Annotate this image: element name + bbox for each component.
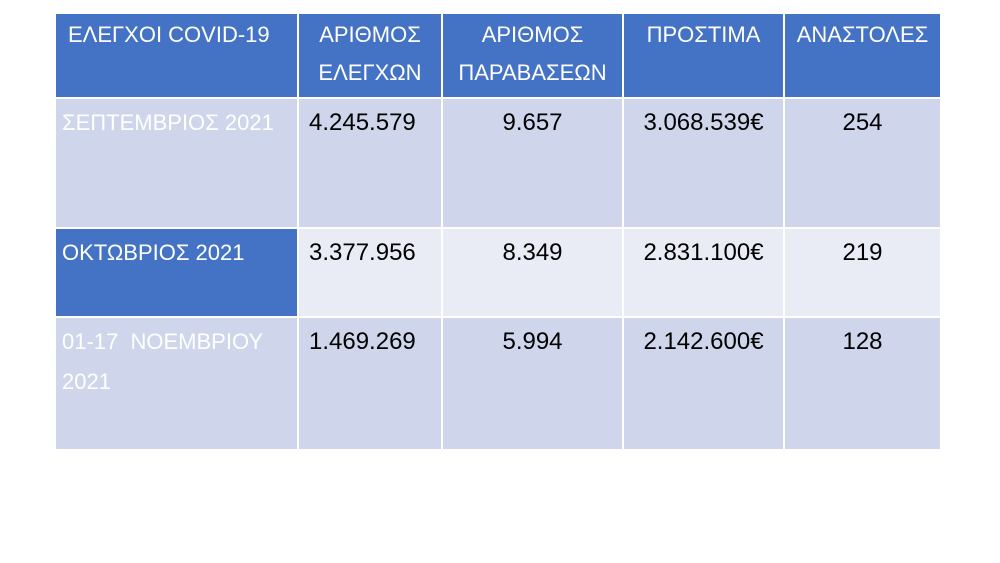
header-cell: ΑΝΑΣΤΟΛΕΣ	[783, 14, 942, 99]
data-cell: 2.831.100€	[622, 228, 785, 318]
data-cell: 3.377.956	[297, 228, 443, 318]
data-cell: 1.469.269	[297, 317, 443, 451]
covid-checks-table: ΕΛΕΓΧΟΙ COVID-19 ΑΡΙΘΜΟΣ ΕΛΕΓΧΩΝ ΑΡΙΘΜΟΣ Π…	[54, 14, 942, 451]
header-cell: ΑΡΙΘΜΟΣ ΠΑΡΑΒΑΣΕΩΝ	[441, 14, 624, 99]
data-row: 01-17 ΝΟΕΜΒΡΙΟΥ 2021 1.469.269 5.994 2.142.…	[54, 317, 942, 451]
data-row: ΣΕΠΤΕΜΒΡΙΟΣ 2021 4.245.579 9.657 3.068.539€…	[54, 98, 942, 229]
data-cell: 9.657	[441, 98, 624, 229]
data-row: ΟΚΤΩΒΡΙΟΣ 2021 3.377.956 8.349 2.831.100€ 21…	[54, 228, 942, 318]
header-cell: ΕΛΕΓΧΟΙ COVID-19	[54, 14, 299, 99]
data-cell: 219	[783, 228, 942, 318]
row-label: 01-17 ΝΟΕΜΒΡΙΟΥ 2021	[54, 317, 299, 451]
header-cell: ΑΡΙΘΜΟΣ ΕΛΕΓΧΩΝ	[297, 14, 443, 99]
data-cell: 254	[783, 98, 942, 229]
header-cell: ΠΡΟΣΤΙΜΑ	[622, 14, 785, 99]
row-label: ΟΚΤΩΒΡΙΟΣ 2021	[54, 228, 299, 318]
header-row: ΕΛΕΓΧΟΙ COVID-19 ΑΡΙΘΜΟΣ ΕΛΕΓΧΩΝ ΑΡΙΘΜΟΣ Π…	[54, 14, 942, 99]
data-cell: 8.349	[441, 228, 624, 318]
data-cell: 4.245.579	[297, 98, 443, 229]
data-cell: 128	[783, 317, 942, 451]
data-cell: 3.068.539€	[622, 98, 785, 229]
row-label: ΣΕΠΤΕΜΒΡΙΟΣ 2021	[54, 98, 299, 229]
table-body: ΕΛΕΓΧΟΙ COVID-19 ΑΡΙΘΜΟΣ ΕΛΕΓΧΩΝ ΑΡΙΘΜΟΣ Π…	[54, 14, 942, 451]
data-cell: 2.142.600€	[622, 317, 785, 451]
data-cell: 5.994	[441, 317, 624, 451]
